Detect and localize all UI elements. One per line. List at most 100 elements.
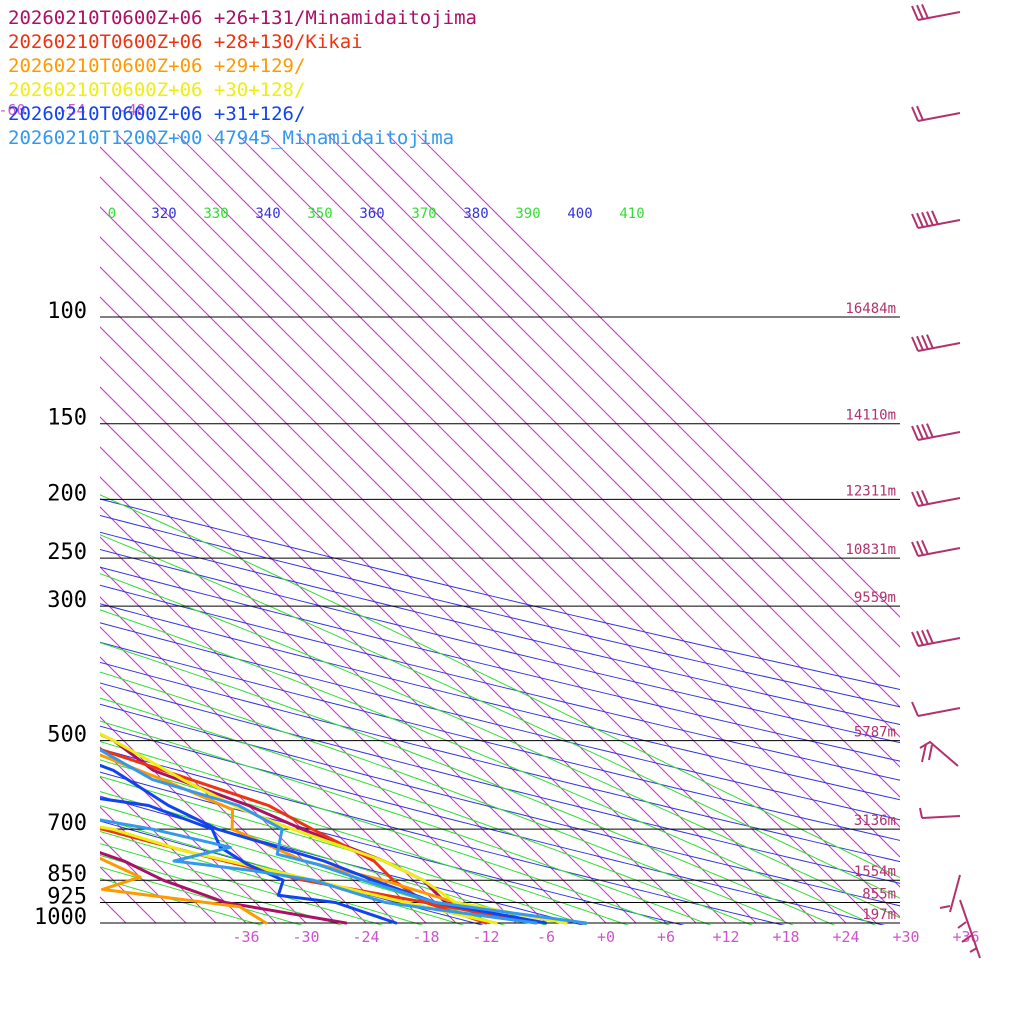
wind-barb bbox=[911, 4, 961, 21]
series-3-dewpoint-line bbox=[100, 825, 498, 925]
moist-adiabat bbox=[100, 671, 795, 925]
isotherm bbox=[100, 326, 697, 924]
isotherm bbox=[100, 716, 307, 924]
theta-label: 0 bbox=[108, 206, 116, 222]
dry-adiabat bbox=[100, 661, 900, 863]
theta-label: 410 bbox=[619, 206, 644, 222]
dry-adiabat bbox=[100, 703, 900, 907]
isotherm bbox=[100, 806, 217, 924]
series-4-dewpoint-line bbox=[100, 797, 398, 925]
theta-labels: 0 320 330 340 350 360 370 380 390 400 410 bbox=[108, 206, 645, 222]
series-5-dewpoint-line bbox=[100, 818, 538, 925]
moist-adiabat bbox=[100, 775, 588, 925]
isotherm bbox=[297, 134, 900, 738]
legend-entry: 20260210T0600Z+06 +29+129/ bbox=[8, 55, 305, 77]
isotherm bbox=[100, 416, 607, 924]
height-label: 1554m bbox=[854, 864, 896, 880]
dry-adiabat bbox=[100, 682, 900, 884]
temperature-tick-label: -18 bbox=[412, 928, 439, 946]
isotherm bbox=[267, 134, 900, 768]
isotherm-lines bbox=[0, 134, 900, 924]
moist-adiabat bbox=[100, 573, 900, 919]
isotherm bbox=[100, 266, 757, 924]
moist-adiabat bbox=[100, 494, 900, 879]
moist-adiabat bbox=[100, 534, 900, 899]
theta-label: 350 bbox=[307, 206, 332, 222]
isotherm bbox=[100, 386, 637, 924]
upper-temperature-label: -54 bbox=[58, 101, 85, 119]
series-5-temperature-line bbox=[100, 748, 588, 925]
moist-adiabat bbox=[100, 805, 506, 925]
pressure-label: 850 bbox=[47, 862, 87, 887]
sounding-series bbox=[100, 732, 588, 925]
pressure-label: 300 bbox=[47, 588, 87, 613]
moist-adiabat bbox=[100, 741, 671, 925]
theta-label: 360 bbox=[359, 206, 384, 222]
temperature-tick-label: -36 bbox=[232, 928, 259, 946]
pressure-label: 925 bbox=[47, 884, 87, 909]
temperature-tick-label: +24 bbox=[832, 928, 859, 946]
isotherm bbox=[177, 134, 900, 858]
isotherm bbox=[117, 134, 900, 918]
wind-barb bbox=[911, 105, 961, 122]
wind-barb bbox=[911, 629, 961, 647]
temperature-tick-label: +30 bbox=[892, 928, 919, 946]
legend-entry: 20260210T0600Z+06 +30+128/ bbox=[8, 79, 305, 101]
theta-label: 330 bbox=[203, 206, 228, 222]
wind-barb bbox=[939, 874, 961, 913]
height-label: 10831m bbox=[845, 542, 896, 558]
height-label: 12311m bbox=[845, 483, 896, 499]
moist-adiabat bbox=[100, 759, 630, 925]
isotherm bbox=[357, 134, 900, 678]
moist-adiabat bbox=[100, 642, 836, 925]
isotherm bbox=[147, 134, 900, 888]
moist-adiabat bbox=[100, 830, 424, 925]
wind-barb bbox=[911, 701, 961, 717]
series-3-temperature-line bbox=[100, 732, 568, 925]
theta-label: 400 bbox=[567, 206, 592, 222]
isotherm bbox=[100, 536, 487, 924]
pressure-label: 100 bbox=[47, 299, 87, 324]
height-label: 16484m bbox=[845, 301, 896, 317]
pressure-label: 150 bbox=[47, 406, 87, 431]
isotherm bbox=[100, 566, 457, 924]
legend-entry: 20260210T0600Z+06 +28+130/Kikai bbox=[8, 31, 363, 53]
height-label: 9559m bbox=[854, 590, 896, 606]
theta-label: 320 bbox=[151, 206, 176, 222]
series-1-temperature-line bbox=[100, 747, 488, 925]
isotherm bbox=[0, 135, 66, 923]
series-4-temperature-line bbox=[100, 763, 548, 925]
isotherm bbox=[100, 896, 127, 924]
height-label: 3136m bbox=[854, 813, 896, 829]
height-label: 14110m bbox=[845, 408, 896, 424]
isotherm bbox=[0, 135, 36, 923]
isotherm bbox=[100, 476, 547, 924]
temperature-tick-label: +6 bbox=[657, 928, 675, 946]
wind-barb bbox=[957, 899, 981, 959]
wind-barbs bbox=[911, 4, 981, 959]
isotherm bbox=[100, 176, 847, 924]
temperature-tick-label: -24 bbox=[352, 928, 379, 946]
isotherm bbox=[100, 776, 247, 924]
dry-adiabat bbox=[100, 603, 900, 801]
isotherm bbox=[100, 626, 397, 924]
wind-barb bbox=[911, 540, 961, 557]
pressure-lines bbox=[100, 316, 900, 924]
isotherm bbox=[100, 236, 787, 924]
legend-entry: 20260210T1200Z+00 47945_Minamidaitojima bbox=[8, 127, 454, 149]
wind-barb bbox=[911, 490, 961, 507]
height-labels: 16484m 14110m 12311m 10831m 9559m 5787m 3136m 1… bbox=[845, 301, 896, 923]
dry-adiabat bbox=[100, 748, 786, 925]
pressure-label: 250 bbox=[47, 540, 87, 565]
upper-temperature-labels: -66-60-54-48 bbox=[0, 101, 146, 119]
dry-adiabat bbox=[100, 795, 585, 925]
temperature-tick-label: +12 bbox=[712, 928, 739, 946]
wind-barb bbox=[919, 807, 961, 819]
isotherm bbox=[100, 296, 727, 924]
isotherm bbox=[100, 656, 367, 924]
moist-adiabat bbox=[100, 609, 876, 925]
theta-label: 340 bbox=[255, 206, 280, 222]
isotherm bbox=[237, 134, 900, 798]
